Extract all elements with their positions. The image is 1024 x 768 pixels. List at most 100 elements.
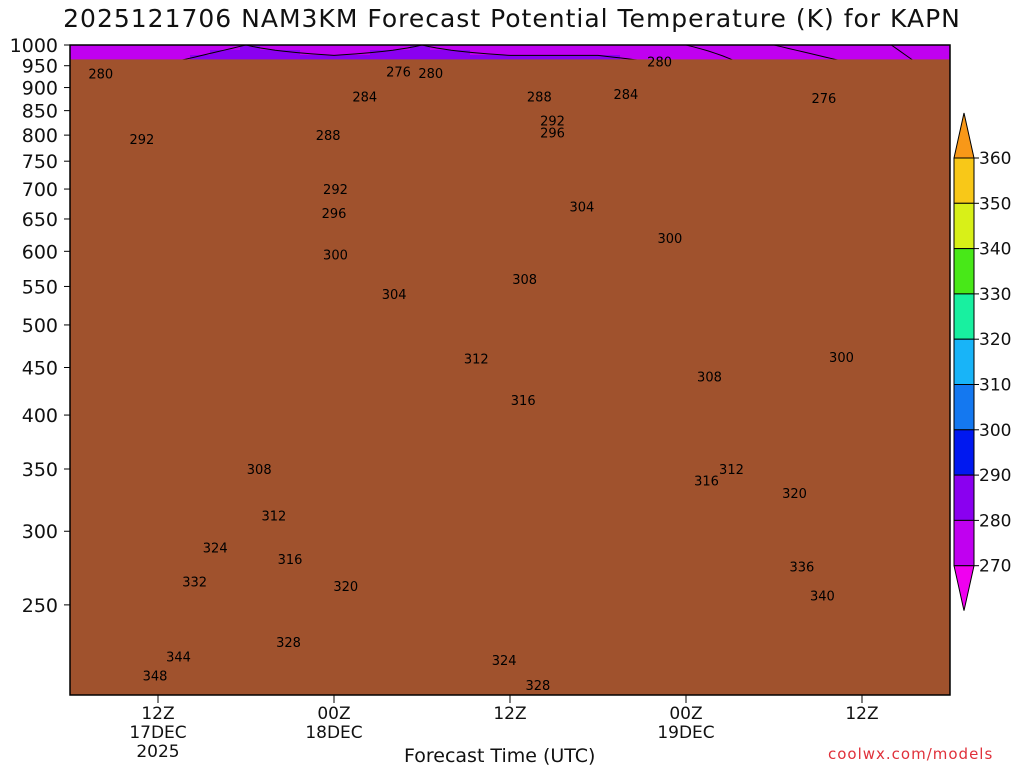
color-cell	[430, 50, 441, 56]
color-cell	[210, 55, 221, 61]
color-cell	[70, 45, 81, 51]
color-cell	[130, 45, 141, 51]
color-cell	[110, 55, 121, 61]
color-cell	[280, 55, 291, 61]
color-cell	[70, 50, 81, 56]
color-cell	[390, 55, 401, 61]
color-cell	[210, 50, 221, 56]
color-cell	[420, 45, 431, 51]
color-cell	[140, 50, 151, 56]
color-cell	[330, 50, 341, 56]
color-cell	[170, 55, 181, 61]
color-cell	[80, 55, 91, 61]
color-cell	[140, 55, 151, 61]
color-cell	[320, 50, 331, 56]
color-cell	[290, 45, 301, 51]
color-cell	[150, 45, 161, 51]
color-cell	[330, 45, 341, 51]
color-cell	[390, 50, 401, 56]
color-cell	[180, 50, 191, 56]
color-cell	[360, 45, 371, 51]
color-cell	[140, 45, 151, 51]
color-cell	[70, 55, 81, 61]
color-cell	[410, 55, 421, 61]
color-cell	[80, 50, 91, 56]
color-cell	[100, 55, 111, 61]
color-cell	[260, 50, 271, 56]
color-cell	[300, 50, 311, 56]
color-cell	[120, 45, 131, 51]
color-cell	[190, 55, 201, 61]
color-cell	[170, 50, 181, 56]
color-cell	[360, 55, 371, 61]
color-cell	[350, 55, 361, 61]
color-cell	[250, 45, 261, 51]
color-cell	[380, 45, 391, 51]
color-cell	[300, 45, 311, 51]
color-cell	[400, 55, 411, 61]
color-cell	[250, 55, 261, 61]
color-cell	[420, 50, 431, 56]
color-cell	[320, 55, 331, 61]
color-cell	[160, 55, 171, 61]
color-cell	[100, 50, 111, 56]
color-cell	[270, 55, 281, 61]
color-cell	[380, 55, 391, 61]
color-cell	[350, 50, 361, 56]
color-cell	[310, 45, 321, 51]
color-cell	[450, 45, 461, 51]
color-cell	[130, 55, 141, 61]
color-cell	[180, 45, 191, 51]
color-cell	[240, 45, 251, 51]
color-cell	[200, 50, 211, 56]
color-cell	[270, 50, 281, 56]
color-cell	[90, 45, 101, 51]
color-cell	[440, 55, 451, 61]
color-cell	[370, 50, 381, 56]
color-cell	[330, 55, 341, 61]
color-cell	[180, 55, 191, 61]
color-cell	[80, 45, 91, 51]
color-cell	[370, 55, 381, 61]
color-cell	[450, 50, 461, 56]
color-cell	[260, 45, 271, 51]
color-cell	[440, 50, 451, 56]
color-cell	[410, 45, 421, 51]
color-cell	[90, 50, 101, 56]
color-cell	[380, 50, 391, 56]
color-cell	[440, 45, 451, 51]
color-cell	[290, 55, 301, 61]
color-cell	[160, 50, 171, 56]
color-cell	[170, 45, 181, 51]
color-cell	[310, 50, 321, 56]
color-cell	[100, 45, 111, 51]
color-cell	[230, 50, 241, 56]
color-cell	[190, 45, 201, 51]
color-cell	[280, 50, 291, 56]
color-cell	[200, 55, 211, 61]
color-cell	[120, 50, 131, 56]
color-cell	[220, 55, 231, 61]
color-cell	[340, 55, 351, 61]
color-cell	[260, 55, 271, 61]
color-cell	[110, 50, 121, 56]
color-cell	[250, 50, 261, 56]
color-cell	[130, 50, 141, 56]
color-cell	[240, 50, 251, 56]
color-cell	[200, 45, 211, 51]
color-cell	[120, 55, 131, 61]
color-cell	[340, 50, 351, 56]
color-cell	[210, 45, 221, 51]
color-cell	[450, 55, 461, 61]
color-cell	[240, 55, 251, 61]
color-cell	[190, 50, 201, 56]
color-cell	[410, 50, 421, 56]
plot-area	[70, 45, 950, 695]
color-cell	[300, 55, 311, 61]
color-cell	[320, 45, 331, 51]
color-cell	[220, 50, 231, 56]
color-cell	[150, 55, 161, 61]
color-cell	[110, 45, 121, 51]
color-cell	[160, 45, 171, 51]
